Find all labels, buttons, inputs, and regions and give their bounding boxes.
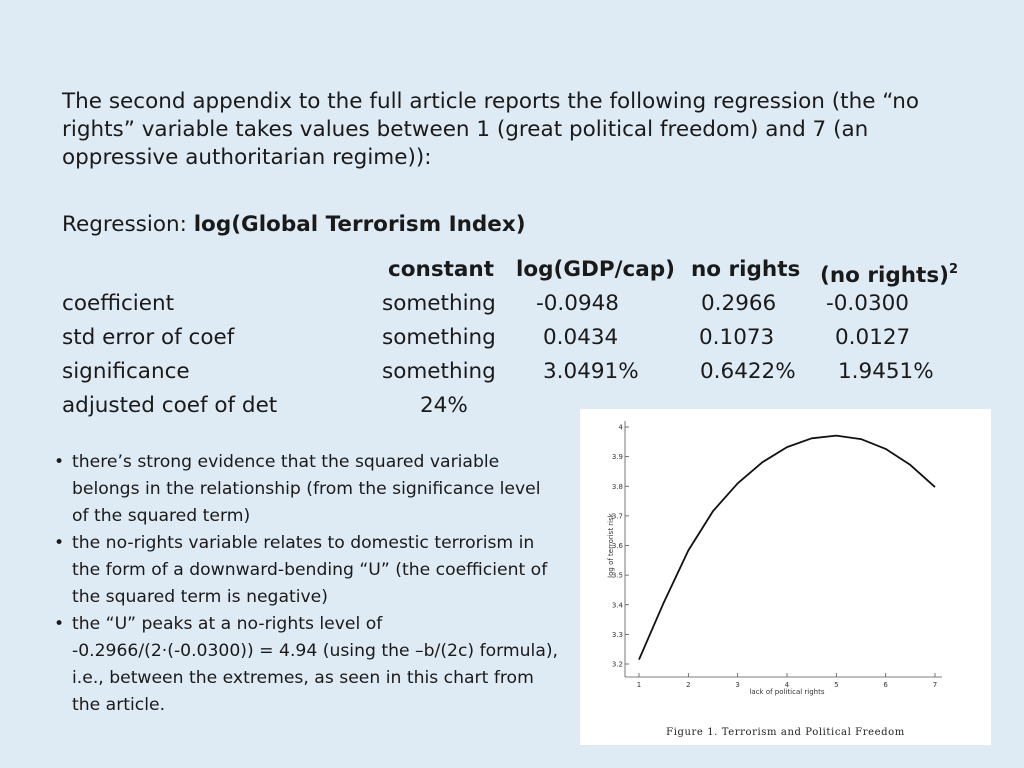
x-tick-label: 5 [834, 681, 838, 689]
header-no-rights: no rights [691, 257, 801, 282]
x-tick-label: 6 [883, 681, 888, 689]
bullet-text: the “U” peaks at a no-rights level of -0… [72, 614, 559, 715]
y-tick-label: 3.9 [612, 453, 623, 461]
cell-adjusted-coef-value: 24% [420, 393, 468, 418]
cell-std-error-no-rights: 0.1073 [699, 325, 775, 350]
cell-std-error-no-rights-squared: 0.0127 [835, 325, 911, 350]
y-tick-label: 3.6 [612, 542, 624, 550]
cell-coefficient-constant: something [382, 291, 496, 316]
cell-coefficient-no-rights-squared: -0.0300 [826, 291, 909, 316]
y-tick-label: 3.4 [612, 601, 624, 609]
header-no-rights-squared-base: (no rights) [820, 263, 949, 288]
y-tick-label: 4 [619, 424, 624, 432]
cell-std-error-constant: something [382, 325, 496, 350]
row-label-coefficient: coefficient [62, 291, 175, 316]
bullet-item: • there’s strong evidence that the square… [52, 449, 562, 530]
row-label-std-error: std error of coef [62, 325, 235, 350]
bullet-text: there’s strong evidence that the squared… [72, 452, 541, 526]
cell-significance-log-gdp: 3.0491% [543, 359, 639, 384]
y-tick-label: 3.2 [612, 661, 623, 669]
row-label-significance: significance [62, 359, 190, 384]
regression-prefix: Regression: [62, 212, 194, 237]
figure-caption: Figure 1. Terrorism and Political Freedo… [666, 727, 905, 738]
bullet-item: • the “U” peaks at a no-rights level of -… [52, 611, 562, 719]
bullet-dot-icon: • [54, 452, 65, 472]
x-tick-label: 4 [785, 681, 790, 689]
figure-terrorism-political-freedom: 1 2 3 4 5 6 7 3.2 3.3 3.4 3.5 3.6 3.7 3.8 3.9 4 lack of … [580, 409, 991, 745]
x-tick-label: 1 [637, 681, 641, 689]
header-no-rights-squared: (no rights)2 [820, 256, 958, 290]
cell-significance-no-rights: 0.6422% [700, 359, 796, 384]
cell-std-error-log-gdp: 0.0434 [543, 325, 619, 350]
intro-paragraph: The second appendix to the full article … [62, 89, 920, 170]
cell-significance-constant: something [382, 359, 496, 384]
series-line [638, 434, 936, 660]
header-constant: constant [388, 257, 494, 282]
x-tick-label: 2 [686, 681, 690, 689]
row-label-adjusted-coef: adjusted coef of det [62, 393, 278, 418]
y-tick-label: 3.7 [612, 512, 623, 520]
bullet-dot-icon: • [54, 614, 65, 634]
y-tick-label: 3.8 [612, 483, 623, 491]
x-tick-label: 3 [735, 681, 739, 689]
bullet-item: • the no-rights variable relates to domes… [52, 530, 562, 611]
cell-coefficient-no-rights: 0.2966 [701, 291, 777, 316]
bullet-dot-icon: • [54, 533, 65, 553]
header-log-gdp: log(GDP/cap) [516, 257, 675, 282]
regression-dependent-variable: log(Global Terrorism Index) [193, 212, 526, 237]
header-exponent: 2 [948, 262, 959, 277]
x-axis-label: lack of political rights [749, 688, 824, 696]
bullet-text: the no-rights variable relates to domest… [72, 533, 548, 607]
cell-coefficient-log-gdp: -0.0948 [536, 291, 619, 316]
x-tick-label: 7 [933, 681, 937, 689]
bullet-list: • there’s strong evidence that the square… [52, 449, 562, 719]
y-tick-label: 3.5 [612, 572, 623, 580]
regression-title: Regression: log(Global Terrorism Index) [62, 212, 526, 237]
cell-significance-no-rights-squared: 1.9451% [838, 359, 934, 384]
y-axis-label: log of terrorist risk [607, 512, 615, 578]
y-tick-label: 3.3 [612, 631, 623, 639]
